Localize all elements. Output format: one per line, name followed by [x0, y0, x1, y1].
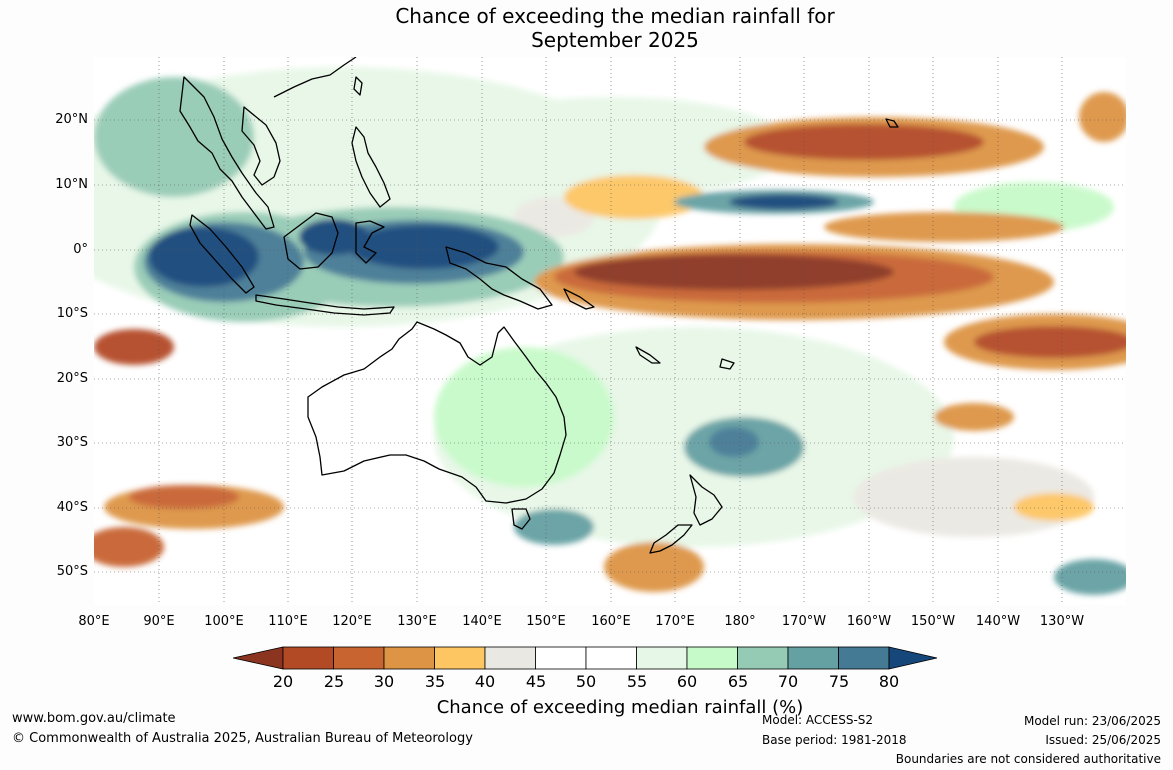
- lon-label: 150°W: [910, 614, 956, 629]
- tasmania-outline: [511, 508, 531, 530]
- coastlines: [179, 57, 899, 554]
- new-guinea-outline: [445, 246, 553, 310]
- colorbar-cell: [585, 646, 637, 670]
- china-coast: [273, 57, 357, 98]
- model-text: Model: ACCESS-S2: [762, 713, 874, 727]
- lon-label: 160°E: [591, 614, 631, 629]
- title-line-2: September 2025: [531, 28, 699, 52]
- disclaimer-text: Boundaries are not considered authoritat…: [895, 752, 1161, 766]
- colorbar-tick: 30: [373, 672, 395, 691]
- taiwan-outline: [353, 76, 363, 96]
- new-caledonia: [635, 346, 661, 364]
- lon-label: 100°E: [204, 614, 244, 629]
- colorbar-tick: 45: [525, 672, 547, 691]
- lon-label: 170°W: [781, 614, 827, 629]
- lon-label: 140°E: [462, 614, 502, 629]
- colorbar-tick: 60: [676, 672, 698, 691]
- indochina-outline: [179, 76, 275, 230]
- solomon-islands: [563, 288, 595, 310]
- lon-label: 80°E: [78, 614, 110, 629]
- borneo-outline: [283, 212, 339, 270]
- lon-label: 90°E: [143, 614, 175, 629]
- lat-label: 20°S: [56, 371, 88, 386]
- model-run-text: Model run: 23/06/2025: [1023, 714, 1161, 728]
- colorbar-tick: 55: [626, 672, 648, 691]
- hawaii: [885, 118, 899, 128]
- colorbar-cell: [686, 646, 738, 670]
- colorbar-tick: 40: [474, 672, 496, 691]
- rainfall-map[interactable]: [94, 57, 1126, 605]
- vietnam-coast: [241, 106, 281, 186]
- title-line-1: Chance of exceeding the median rainfall …: [395, 4, 835, 28]
- colorbar-cell: [434, 646, 486, 670]
- lat-label: 0°: [73, 242, 88, 257]
- base-period-text: Base period: 1981-2018: [762, 733, 907, 747]
- lon-label: 130°E: [397, 614, 437, 629]
- australia-outline: [307, 321, 567, 504]
- colorbar-tick: 35: [424, 672, 446, 691]
- colorbar-cell: [282, 646, 334, 670]
- colorbar-cell: [838, 646, 890, 670]
- issued-text: Issued: 25/06/2025: [1045, 733, 1161, 747]
- lat-label: 10°N: [55, 177, 88, 192]
- colorbar-tick: 80: [878, 672, 900, 691]
- colorbar-under-arrow: [233, 646, 284, 670]
- copyright-text: © Commonwealth of Australia 2025, Austra…: [12, 731, 473, 746]
- lon-label: 180°: [724, 614, 756, 629]
- colorbar-tick: 75: [828, 672, 850, 691]
- philippines-outline: [351, 126, 391, 208]
- lat-label: 20°N: [55, 112, 88, 127]
- lon-label: 110°E: [268, 614, 308, 629]
- rainfall-map-svg: [94, 57, 1126, 605]
- nz-south-island: [649, 524, 693, 554]
- colorbar-tick: 25: [323, 672, 345, 691]
- lon-label: 130°W: [1039, 614, 1085, 629]
- colorbar-cell: [737, 646, 789, 670]
- lat-label: 40°S: [56, 500, 88, 515]
- graticule: [94, 57, 1126, 605]
- colorbar-tick: 70: [777, 672, 799, 691]
- colorbar-label: Chance of exceeding median rainfall (%): [436, 697, 804, 718]
- lat-label: 30°S: [56, 435, 88, 450]
- colorbar-cell: [333, 646, 385, 670]
- colorbar-cell: [636, 646, 688, 670]
- lon-label: 140°W: [975, 614, 1021, 629]
- rainfall-fields: [94, 67, 1126, 595]
- colorbar-cell: [484, 646, 536, 670]
- website-link[interactable]: www.bom.gov.au/climate: [12, 711, 176, 726]
- colorbar-tick: 65: [727, 672, 749, 691]
- colorbar-cell: [787, 646, 839, 670]
- java-outline: [255, 294, 395, 316]
- lat-label: 50°S: [56, 564, 88, 579]
- lat-label: 10°S: [56, 306, 88, 321]
- lon-label: 120°E: [332, 614, 372, 629]
- map-title: Chance of exceeding the median rainfall …: [0, 4, 1173, 52]
- fiji: [719, 358, 735, 370]
- colorbar-tick: 20: [272, 672, 294, 691]
- lon-label: 150°E: [526, 614, 566, 629]
- sumatra-outline: [189, 214, 255, 294]
- sulawesi-outline: [355, 220, 385, 264]
- lon-label: 160°W: [846, 614, 892, 629]
- colorbar-cell: [383, 646, 435, 670]
- colorbar-tick: 50: [575, 672, 597, 691]
- colorbar-over-arrow: [888, 646, 938, 670]
- colorbar-cell: [535, 646, 587, 670]
- colorbar: [233, 646, 938, 670]
- nz-north-island: [689, 474, 723, 526]
- lon-label: 170°E: [655, 614, 695, 629]
